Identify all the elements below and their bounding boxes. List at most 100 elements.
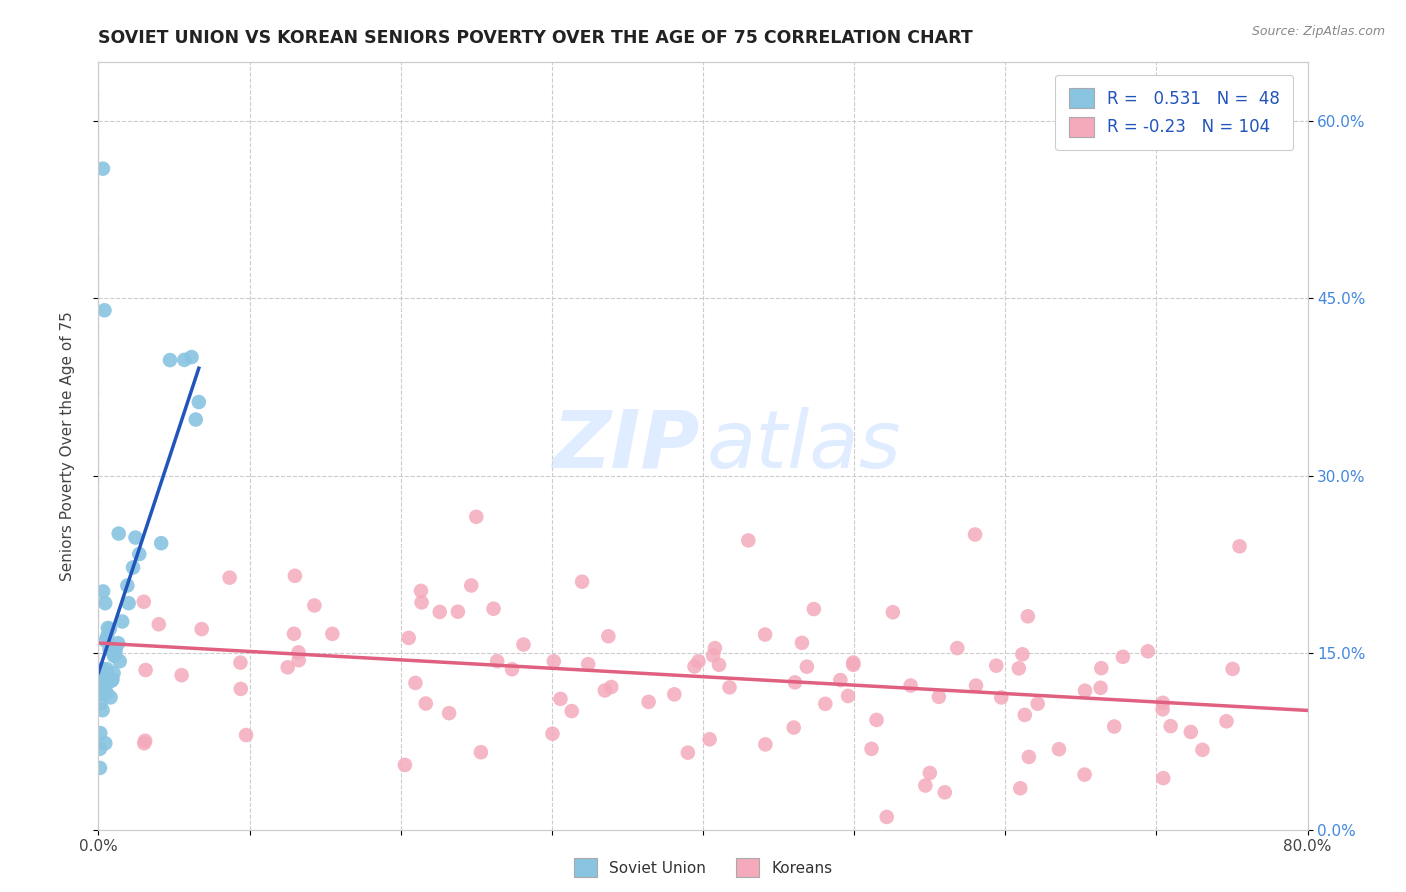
Point [159,353,181,368]
Point [134,733,156,747]
Point [180,350,202,364]
Point [990,690,1012,705]
Point [803,602,825,616]
Point [128,547,150,561]
Point [1090,661,1112,675]
Point [108,654,131,668]
Point [107,526,129,541]
Point [1222,662,1244,676]
Point [1102,719,1125,733]
Point [97,621,120,635]
Point [837,689,859,703]
Point [117,578,139,592]
Point [842,656,865,670]
Point [93,303,115,318]
Point [135,663,157,677]
Point [550,691,572,706]
Point [283,627,305,641]
Point [470,745,492,759]
Point [934,785,956,799]
Point [104,643,127,657]
Point [94,596,117,610]
Point [89,761,111,775]
Text: ZIP: ZIP [553,407,699,485]
Point [754,627,776,641]
Point [1008,661,1031,675]
Point [304,599,326,613]
Point [1017,609,1039,624]
Point [1047,742,1070,756]
Point [702,648,724,663]
Point [91,703,114,717]
Point [398,631,420,645]
Legend: Soviet Union, Koreans: Soviet Union, Koreans [568,852,838,883]
Point [277,660,299,674]
Point [111,615,134,629]
Point [637,695,659,709]
Point [1136,644,1159,658]
Point [287,653,309,667]
Point [411,595,433,609]
Point [117,596,139,610]
Point [89,687,111,701]
Point [184,412,207,426]
Point [683,659,706,673]
Point [1090,681,1112,695]
Point [790,636,813,650]
Text: SOVIET UNION VS KOREAN SENIORS POVERTY OVER THE AGE OF 75 CORRELATION CHART: SOVIET UNION VS KOREAN SENIORS POVERTY O… [98,29,973,47]
Point [783,721,806,735]
Point [96,629,118,643]
Point [900,679,922,693]
Point [229,681,252,696]
Text: Source: ZipAtlas.com: Source: ZipAtlas.com [1251,25,1385,38]
Point [122,560,145,574]
Point [190,622,212,636]
Point [946,641,969,656]
Point [101,673,124,688]
Point [173,352,195,367]
Point [409,583,432,598]
Point [543,654,565,668]
Point [1073,767,1095,781]
Point [965,679,987,693]
Point [90,680,112,694]
Point [986,658,1008,673]
Point [98,642,121,657]
Point [89,664,111,678]
Point [965,527,987,541]
Point [593,683,616,698]
Point [1010,781,1032,796]
Point [1229,539,1251,553]
Point [707,657,730,672]
Point [600,680,623,694]
Point [1074,683,1097,698]
Point [93,686,115,700]
Point [882,605,904,619]
Point [150,536,173,550]
Point [1152,702,1174,716]
Point [598,629,620,643]
Point [754,738,776,752]
Point [703,641,725,656]
Point [98,622,121,636]
Point [1026,697,1049,711]
Point [98,674,121,689]
Point [394,758,416,772]
Point [134,736,156,750]
Point [876,810,898,824]
Point [91,662,114,676]
Point [783,675,806,690]
Point [91,584,114,599]
Point [718,681,741,695]
Point [437,706,460,721]
Point [918,766,941,780]
Text: atlas: atlas [707,407,901,485]
Point [1180,725,1202,739]
Point [1191,743,1213,757]
Point [104,648,127,662]
Point [284,569,307,583]
Point [1112,649,1135,664]
Point [124,531,146,545]
Point [914,779,936,793]
Point [865,713,887,727]
